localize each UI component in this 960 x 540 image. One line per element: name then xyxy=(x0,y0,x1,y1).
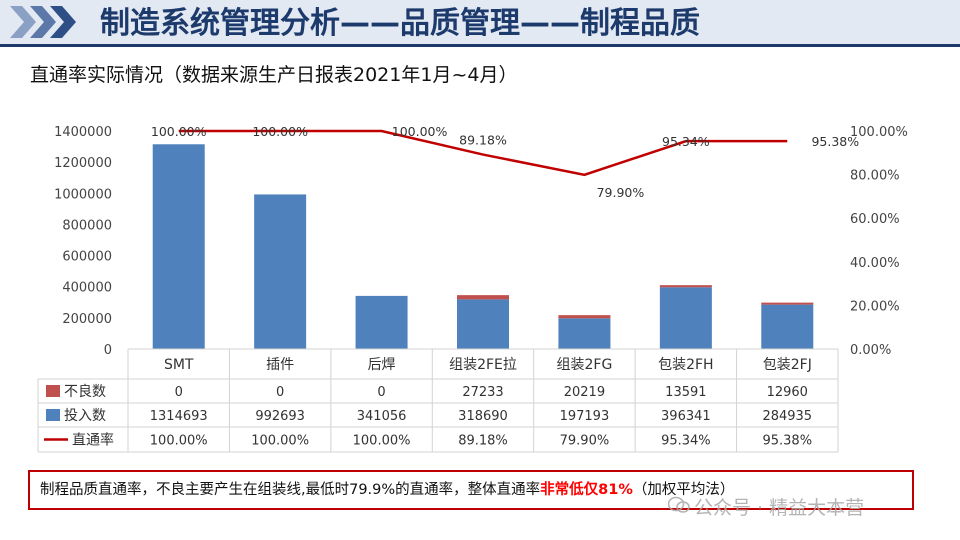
y-left-tick-label: 800000 xyxy=(62,218,112,233)
header-band xyxy=(0,0,960,44)
yield-data-label: 100.00% xyxy=(252,124,308,139)
watermark-text: 公众号 · 精益大本营 xyxy=(694,497,865,519)
conclusion-text: 制程品质直通率，不良主要产生在组装线,最低时79.9%的直通率，整体直通率 xyxy=(40,482,541,498)
y-right-tick-label: 40.00% xyxy=(850,256,900,271)
category-label: 后焊 xyxy=(368,357,396,373)
yield-data-label: 95.38% xyxy=(811,134,859,149)
conclusion-box: 制程品质直通率，不良主要产生在组装线,最低时79.9%的直通率，整体直通率非常低… xyxy=(28,470,914,510)
y-left-tick-label: 200000 xyxy=(62,312,112,327)
yield-data-label: 89.18% xyxy=(459,133,507,148)
legend-series-label: 不良数 xyxy=(64,384,106,400)
table-cell: 992693 xyxy=(255,409,305,424)
bar-input xyxy=(457,299,509,349)
wechat-icon xyxy=(668,496,690,513)
table-cell: 197193 xyxy=(560,409,610,424)
table-cell: 100.00% xyxy=(353,434,411,449)
yield-data-label: 100.00% xyxy=(151,124,207,139)
chart-area: 0 200000 400000 600000 800000 1000000 1200000 1… xyxy=(37,124,908,453)
table-cell: 284935 xyxy=(762,409,812,424)
bar-defect xyxy=(761,302,814,305)
table-cell: 20219 xyxy=(564,385,605,400)
chevron-right-icon xyxy=(10,6,76,38)
bar-input xyxy=(254,194,307,349)
table-cell: 0 xyxy=(276,385,284,400)
conclusion-suffix: （加权平均法） xyxy=(632,482,735,498)
category-label: 组装2FG xyxy=(557,357,613,373)
legend-color-key xyxy=(46,385,60,397)
table-cell: 1314693 xyxy=(150,409,208,424)
y-right-tick-label: 20.00% xyxy=(850,299,900,314)
table-cell: 341056 xyxy=(357,409,407,424)
y-left-tick-label: 600000 xyxy=(62,250,112,265)
table-cell: 318690 xyxy=(458,409,508,424)
table-cell: 100.00% xyxy=(251,434,309,449)
bar-input xyxy=(659,287,712,349)
bar-input xyxy=(355,295,408,349)
legend-series-label: 投入数 xyxy=(64,408,106,424)
table-cell: 27233 xyxy=(462,385,503,400)
bar-defect xyxy=(659,285,712,288)
table-cell: 0 xyxy=(377,385,385,400)
y-left-tick-label: 1000000 xyxy=(54,187,112,202)
bar-input xyxy=(558,318,611,349)
yield-data-label: 100.00% xyxy=(392,124,448,139)
table-cell: 13591 xyxy=(665,385,706,400)
legend-color-key xyxy=(46,409,60,421)
table-cell: 79.90% xyxy=(560,434,610,449)
table-cell: 89.18% xyxy=(458,434,508,449)
y-left-tick-label: 1400000 xyxy=(54,125,112,140)
yield-data-label: 95.34% xyxy=(662,134,710,149)
category-label: 包装2FH xyxy=(658,357,714,373)
y-right-tick-label: 60.00% xyxy=(850,212,900,227)
y-right-tick-label: 100.00% xyxy=(850,125,908,140)
bar-defect xyxy=(558,315,611,319)
table-cell: 100.00% xyxy=(150,434,208,449)
chart-subtitle: 直通率实际情况（数据来源生产日报表2021年1月~4月） xyxy=(30,64,518,86)
yield-data-label: 79.90% xyxy=(597,185,645,200)
bar-input xyxy=(761,304,814,349)
table-cell: 95.34% xyxy=(661,434,711,449)
yield-line xyxy=(178,129,788,177)
category-label: 包装2FJ xyxy=(763,357,812,373)
category-label: 组装2FE拉 xyxy=(449,357,517,373)
y-left-tick-label: 400000 xyxy=(62,281,112,296)
watermark: 公众号 · 精益大本营 xyxy=(668,493,864,520)
page-title: 制造系统管理分析——品质管理——制程品质 xyxy=(100,6,700,41)
y-left-tick-label: 0 xyxy=(104,343,112,358)
table-cell: 396341 xyxy=(661,409,711,424)
header-divider xyxy=(0,44,960,47)
bar-defect xyxy=(457,295,509,300)
table-cell: 0 xyxy=(175,385,183,400)
y-left-tick-label: 1200000 xyxy=(54,156,112,171)
category-label: 插件 xyxy=(266,357,294,373)
y-right-tick-label: 0.00% xyxy=(850,343,891,358)
bar-input xyxy=(152,144,205,349)
y-right-tick-label: 80.00% xyxy=(850,169,900,184)
conclusion-highlight: 非常低仅81% xyxy=(540,482,633,498)
legend-series-label: 直通率 xyxy=(72,432,114,449)
category-label: SMT xyxy=(164,357,194,373)
table-cell: 95.38% xyxy=(762,434,812,449)
table-cell: 12960 xyxy=(767,385,808,400)
